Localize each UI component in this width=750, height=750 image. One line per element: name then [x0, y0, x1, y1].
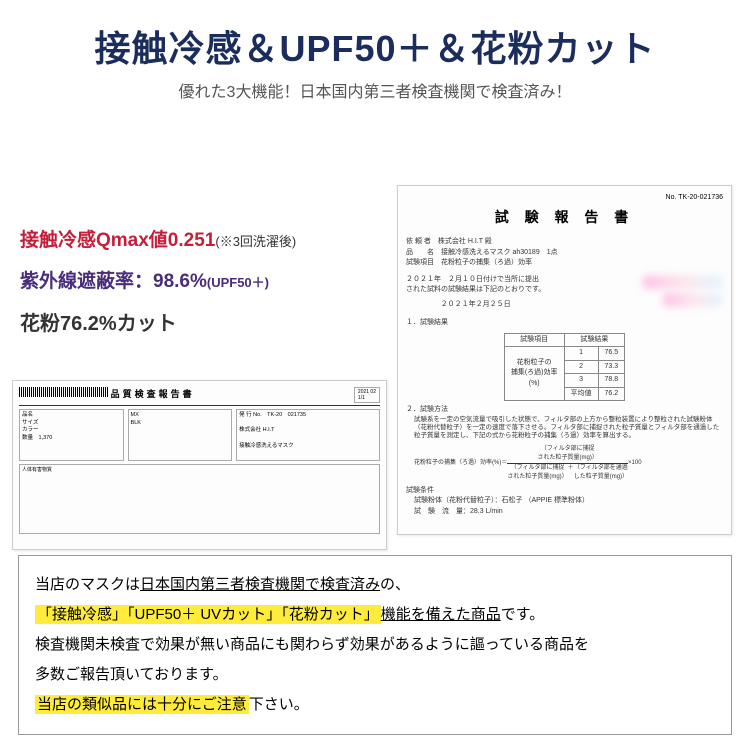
cond1-lbl: 試験粉体（花粉代替粒子） [414, 497, 495, 504]
stamp-blur [643, 275, 723, 289]
report-title: 試 験 報 告 書 [406, 207, 723, 227]
formula-bot2: （フィルタ部を通過 した粒子質量(mg)） [574, 464, 628, 482]
formula-top: （フィルタ部に捕捉 された粒子質量(mg)） [507, 445, 628, 464]
row-label: 花粉粒子の 捕集(ろ過)効率 (%) [504, 347, 564, 401]
formula-end: ×100 [628, 459, 642, 468]
date-line2: ２０２１年２月２５日 [406, 300, 545, 311]
main-title: 接触冷感＆UPF50＋＆花粉カット [0, 20, 750, 72]
r3b: 78.8 [598, 374, 625, 388]
r3a: 3 [564, 374, 598, 388]
spec1-main: 接触冷感Qmax値0.251 [20, 230, 215, 251]
formula-bot1: （フィルタ部に捕捉 された粒子質量(mg)） [507, 464, 567, 482]
r1b: 76.5 [598, 347, 625, 361]
report-body: 依 頼 者 株式会社 H.I.T 殿 品 名 接触冷感洗えるマスク ah3018… [406, 237, 723, 517]
left-col3: 発 行 No. TK-20 021735 株式会社 H.I.T 接触冷感洗えるマスク [236, 409, 380, 461]
header: 接触冷感＆UPF50＋＆花粉カット 優れた3大機能！日本国内第三者検査機関で検査… [0, 0, 750, 110]
method-text: 試験系を一定の空気流量で吸引した状態で、フィルタ部の上方から整粒装置により整粒さ… [406, 416, 723, 441]
left-client: 株式会社 H.I.T [239, 427, 274, 433]
results-table: 試験項目試験結果 花粉粒子の 捕集(ろ過)効率 (%)176.5 273.3 3… [504, 333, 625, 402]
r2a: 2 [564, 360, 598, 374]
left-details: 人体有害物質 [19, 464, 380, 534]
left-col1: 品名サイズカラー数量 1,370 [19, 409, 124, 461]
l5a: 当店の類似品には十分にご注意 [35, 695, 249, 714]
date-line1: ２０２１年 ２月１０日付けで当所に提出 [406, 275, 545, 286]
cond2-lbl: 試 験 流 量 [414, 508, 463, 515]
notice-line5: 当店の類似品には十分にご注意下さい。 [35, 690, 715, 720]
r2b: 73.3 [598, 360, 625, 374]
l1c: の、 [380, 576, 410, 593]
r4b: 76.2 [598, 387, 625, 401]
test-report-right: No. TK-20-021736 試 験 報 告 書 依 頼 者 株式会社 H.… [397, 185, 732, 535]
r1a: 1 [564, 347, 598, 361]
spec-qmax: 接触冷感Qmax値0.251(※3回洗濯後) [20, 225, 296, 252]
section2-title: ２．試験方法 [406, 405, 723, 416]
quality-report-left: 品質検査報告書 2021 021/1 品名サイズカラー数量 1,370 MXBL… [12, 380, 387, 550]
spec2-main: 紫外線遮蔽率：98.6% [20, 271, 207, 292]
section3-title: 試験条件 [406, 486, 723, 497]
left-col2: MXBLK [128, 409, 233, 461]
date-line1b: された試料の試験結果は下記のとおりです。 [406, 285, 545, 296]
left-num: 発 行 No. TK-20 021735 [239, 412, 306, 418]
th2: 試験結果 [564, 333, 625, 347]
left-item: 接触冷感洗えるマスク [239, 443, 294, 449]
section1-title: １．試験結果 [406, 318, 723, 329]
item-label: 品 名 [406, 249, 434, 256]
test-val: 花粉粒子の捕集（ろ過）効率 [441, 259, 532, 266]
notice-box: 当店のマスクは日本国内第三者検査機関で検査済みの、 「接触冷感」「UPF50＋ … [18, 555, 732, 735]
cond2: ：28.3 L/min [463, 508, 503, 515]
spec1-note: (※3回洗濯後) [215, 234, 296, 249]
test-label: 試験項目 [406, 259, 434, 266]
th1: 試験項目 [504, 333, 564, 347]
specs-block: 接触冷感Qmax値0.251(※3回洗濯後) 紫外線遮蔽率：98.6%(UPF5… [20, 225, 296, 350]
l2a: 「接触冷感」「UPF50＋ UVカット」「花粉カット」 [35, 605, 381, 624]
l1b: 日本国内第三者検査機関で検査済み [140, 576, 380, 593]
l2c: です。 [501, 606, 545, 623]
left-title: 品質検査報告書 [111, 389, 195, 399]
formula-label: 花粉粒子の捕集（ろ過）効率(%)＝ [414, 459, 507, 468]
client-label: 依 頼 者 [406, 238, 431, 245]
l1a: 当店のマスクは [35, 576, 140, 593]
l5b: 下さい。 [249, 696, 309, 713]
report-number: No. TK-20-021736 [406, 194, 723, 201]
l2b: 機能を備えた商品 [381, 606, 501, 623]
barcode-icon [19, 387, 109, 397]
r4a: 平均値 [564, 387, 598, 401]
cond1: ：石松子 （APPIE 標準粉体） [495, 497, 590, 504]
notice-line4: 多数ご報告頂いております。 [35, 660, 715, 690]
notice-line3: 検査機関未検査で効果が無い商品にも関わらず効果があるように謳っている商品を [35, 630, 715, 660]
notice-line1: 当店のマスクは日本国内第三者検査機関で検査済みの、 [35, 570, 715, 600]
spec-uv: 紫外線遮蔽率：98.6%(UPF50＋) [20, 266, 296, 293]
subtitle: 優れた3大機能！日本国内第三者検査機関で検査済み！ [0, 78, 750, 102]
notice-line2: 「接触冷感」「UPF50＋ UVカット」「花粉カット」機能を備えた商品です。 [35, 600, 715, 630]
client-val: 株式会社 H.I.T 殿 [438, 238, 492, 245]
spec2-note: (UPF50＋) [207, 275, 269, 290]
stamp-blur2 [663, 293, 723, 307]
item-val: 接触冷感洗えるマスク ah30189 1点 [441, 249, 558, 256]
spec-pollen: 花粉76.2%カット [20, 307, 296, 336]
